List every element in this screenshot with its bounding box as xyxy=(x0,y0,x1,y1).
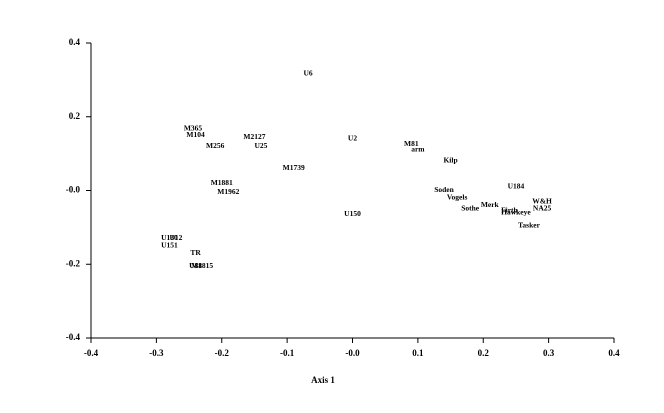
x-tick-label: 0.1 xyxy=(412,348,424,358)
point-label: U25 xyxy=(255,141,268,150)
point-label: U151 xyxy=(161,241,178,250)
point-label: U88 xyxy=(189,261,202,270)
point-label: U184 xyxy=(508,182,525,191)
x-tick-label: -0.1 xyxy=(280,348,295,358)
x-tick-label: 0.4 xyxy=(608,348,620,358)
x-axis-label: Axis 1 xyxy=(311,375,335,385)
point-label: M1881 xyxy=(211,178,233,187)
y-tick-label: -0.0 xyxy=(66,185,81,195)
point-label: M1815 xyxy=(191,261,213,270)
x-tick-label: -0.2 xyxy=(215,348,230,358)
point-label: Merk xyxy=(481,200,500,209)
point-label: M256 xyxy=(206,141,225,150)
point-label: Hawkeye xyxy=(501,207,531,216)
point-label: Soden xyxy=(434,185,454,194)
point-label: U150 xyxy=(344,209,361,218)
point-label: U130 xyxy=(161,233,178,242)
y-tick-label: 0.4 xyxy=(69,37,81,47)
point-label: U6 xyxy=(303,69,312,78)
y-tick-label: -0.4 xyxy=(66,332,81,342)
point-label: TR xyxy=(190,248,201,257)
point-label: arm xyxy=(411,145,425,154)
point-label: Tasker xyxy=(518,220,540,229)
point-label: M2127 xyxy=(243,132,265,141)
point-label: W&H xyxy=(532,196,552,205)
x-tick-label: -0.3 xyxy=(149,348,164,358)
y-tick-label: -0.2 xyxy=(66,258,81,268)
point-label: M81 xyxy=(404,139,419,148)
point-label: Kilp xyxy=(443,156,457,165)
point-label: NA25 xyxy=(533,204,552,213)
point-label: M1739 xyxy=(283,163,305,172)
y-tick-label: 0.2 xyxy=(69,111,81,121)
point-label: M104 xyxy=(186,130,205,139)
x-tick-label: 0.3 xyxy=(543,348,555,358)
x-tick-label: -0.0 xyxy=(345,348,360,358)
point-label: U2 xyxy=(348,134,357,143)
x-tick-label: 0.2 xyxy=(478,348,490,358)
x-tick-label: -0.4 xyxy=(84,348,99,358)
point-label: Vogels xyxy=(447,193,468,202)
point-label: M1962 xyxy=(217,187,239,196)
point-label: Sothe xyxy=(461,204,480,213)
point-label: M365 xyxy=(184,124,203,133)
point-label: Firth xyxy=(501,206,518,215)
point-label: U12 xyxy=(170,233,183,242)
